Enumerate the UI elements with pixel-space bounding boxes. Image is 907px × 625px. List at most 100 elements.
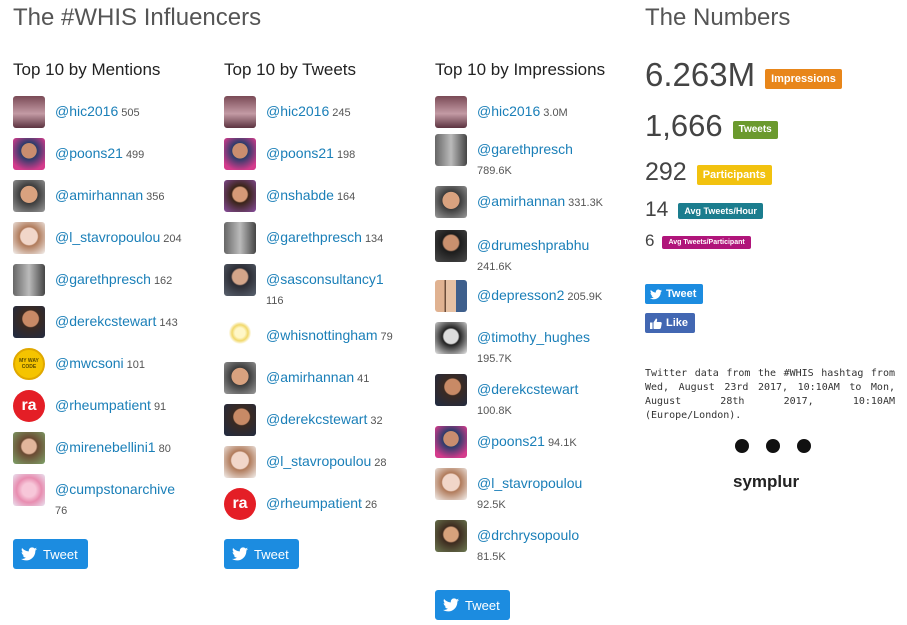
- list-item: @hic2016 505: [13, 96, 218, 138]
- stat-badge: Participants: [696, 164, 772, 185]
- symplur-logo-text[interactable]: symplur: [733, 472, 800, 491]
- stat-value: 292: [645, 158, 687, 186]
- user-link[interactable]: @rheumpatient: [266, 495, 362, 511]
- tweet-count: 79: [380, 331, 393, 343]
- avatar[interactable]: [435, 322, 467, 354]
- user-link[interactable]: @rheumpatient: [55, 397, 151, 413]
- avatar[interactable]: [435, 230, 467, 262]
- tweet-count: 32: [370, 415, 383, 427]
- avatar[interactable]: [13, 96, 45, 128]
- stat-avg-tweets-hour: 14 Avg Tweets/Hour: [645, 198, 763, 222]
- mention-count: 76: [55, 505, 68, 517]
- thumbs-up-icon: [650, 318, 662, 329]
- user-link[interactable]: @depresson2: [477, 287, 565, 303]
- impression-count: 100.8K: [477, 405, 512, 417]
- user-link[interactable]: @derekcstewart: [477, 381, 579, 397]
- mentions-list: @hic2016 505 @poons21 499 @amirhannan 356 @…: [13, 96, 218, 517]
- user-link[interactable]: @hic2016: [477, 103, 541, 119]
- avatar[interactable]: MY WAY CODE: [13, 348, 45, 380]
- avatar[interactable]: [435, 426, 467, 458]
- user-link[interactable]: @mwcsoni: [55, 355, 124, 371]
- avatar[interactable]: [13, 222, 45, 254]
- user-link[interactable]: @nshabde: [266, 187, 334, 203]
- avatar[interactable]: [224, 180, 256, 212]
- avatar[interactable]: [435, 280, 467, 312]
- stat-value: 6: [645, 231, 655, 250]
- tweet-count: 198: [336, 149, 356, 161]
- avatar[interactable]: [224, 138, 256, 170]
- logo-dot: [735, 439, 749, 453]
- list-item: @l_stavropoulou 28: [224, 446, 429, 488]
- mentions-tweet-button[interactable]: Tweet: [13, 539, 88, 569]
- impressions-tweet-button[interactable]: Tweet: [435, 590, 510, 620]
- avatar[interactable]: [435, 468, 467, 500]
- numbers-heading: The Numbers: [645, 4, 791, 31]
- user-link[interactable]: @garethpresch: [55, 271, 151, 287]
- mention-count: 91: [153, 401, 167, 413]
- avatar[interactable]: [224, 446, 256, 478]
- avatar[interactable]: [435, 186, 467, 218]
- user-link[interactable]: @garethpresch: [477, 141, 573, 157]
- list-item: @garethpresch 789.6K: [435, 134, 640, 186]
- numbers-tweet-button[interactable]: Tweet: [645, 284, 704, 304]
- user-link[interactable]: @whisnottingham: [266, 327, 378, 343]
- user-link[interactable]: @derekcstewart: [55, 313, 157, 329]
- list-item: @amirhannan 41: [224, 362, 429, 404]
- user-link[interactable]: @timothy_hughes: [477, 329, 591, 345]
- list-item: @hic2016 245: [224, 96, 429, 138]
- user-link[interactable]: @drumeshprabhu: [477, 237, 590, 253]
- user-link[interactable]: @l_stavropoulou: [55, 229, 161, 245]
- user-link[interactable]: @poons21: [55, 145, 123, 161]
- tweet-count: 116: [266, 295, 284, 307]
- user-link[interactable]: @amirhannan: [55, 187, 144, 203]
- stat-badge: Avg Tweets/Participant: [662, 235, 751, 249]
- avatar[interactable]: ra: [13, 390, 45, 422]
- avatar[interactable]: [435, 134, 467, 166]
- avatar[interactable]: [13, 264, 45, 296]
- user-link[interactable]: @sasconsultancy1: [266, 271, 384, 287]
- list-item: @sasconsultancy1 116: [224, 264, 429, 320]
- list-item: ra @rheumpatient 91: [13, 390, 218, 432]
- user-link[interactable]: @cumpstonarchive: [55, 481, 176, 497]
- stat-badge: Avg Tweets/Hour: [678, 203, 763, 219]
- avatar[interactable]: [13, 432, 45, 464]
- list-item: ra @rheumpatient 26: [224, 488, 429, 530]
- tweet-count: 41: [357, 373, 370, 385]
- avatar[interactable]: [13, 306, 45, 338]
- user-link[interactable]: @hic2016: [266, 103, 330, 119]
- user-link[interactable]: @amirhannan: [477, 193, 566, 209]
- avatar[interactable]: [224, 96, 256, 128]
- list-item: @derekcstewart 32: [224, 404, 429, 446]
- avatar[interactable]: [13, 474, 45, 506]
- impression-count: 331.3K: [568, 197, 604, 209]
- avatar[interactable]: [13, 138, 45, 170]
- avatar[interactable]: [224, 404, 256, 436]
- user-link[interactable]: @hic2016: [55, 103, 119, 119]
- avatar[interactable]: [435, 96, 467, 128]
- facebook-like-button[interactable]: Like: [645, 313, 696, 333]
- user-link[interactable]: @amirhannan: [266, 369, 355, 385]
- tweets-column-title: Top 10 by Tweets: [224, 60, 356, 79]
- user-link[interactable]: @l_stavropoulou: [266, 453, 372, 469]
- tweets-tweet-button[interactable]: Tweet: [224, 539, 299, 569]
- avatar[interactable]: [435, 520, 467, 552]
- user-link[interactable]: @garethpresch: [266, 229, 362, 245]
- stat-tweets: 1,666 Tweets: [645, 108, 778, 144]
- avatar[interactable]: [435, 374, 467, 406]
- user-link[interactable]: @poons21: [266, 145, 334, 161]
- impression-count: 241.6K: [477, 261, 512, 273]
- avatar[interactable]: ra: [224, 488, 256, 520]
- list-item: @amirhannan 331.3K: [435, 186, 640, 230]
- avatar[interactable]: [224, 320, 256, 352]
- user-link[interactable]: @mirenebellini1: [55, 439, 156, 455]
- user-link[interactable]: @l_stavropoulou: [477, 475, 583, 491]
- user-link[interactable]: @derekcstewart: [266, 411, 368, 427]
- user-link[interactable]: @drchrysopoulo: [477, 527, 580, 543]
- symplur-dots-logo: [735, 439, 811, 453]
- avatar[interactable]: [224, 264, 256, 296]
- avatar[interactable]: [224, 362, 256, 394]
- avatar[interactable]: [13, 180, 45, 212]
- mention-count: 101: [126, 359, 146, 371]
- avatar[interactable]: [224, 222, 256, 254]
- user-link[interactable]: @poons21: [477, 433, 545, 449]
